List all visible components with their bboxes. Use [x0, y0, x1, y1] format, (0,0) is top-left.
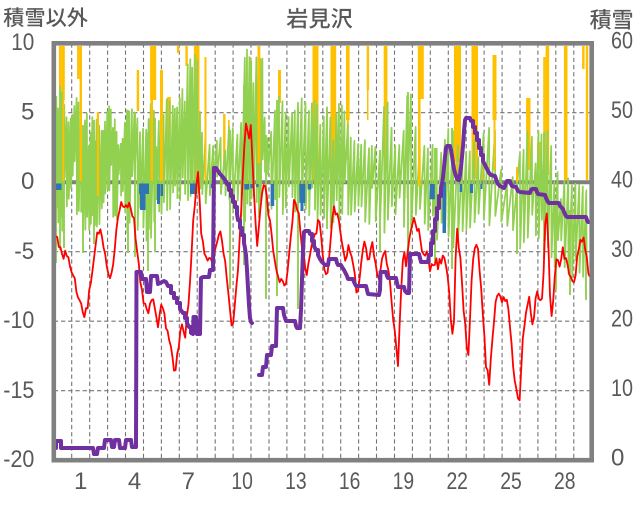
svg-text:1: 1: [74, 468, 87, 495]
svg-text:5: 5: [21, 99, 34, 126]
svg-text:-10: -10: [3, 307, 34, 334]
svg-text:60: 60: [611, 28, 633, 55]
svg-text:50: 50: [611, 97, 633, 124]
svg-text:4: 4: [128, 468, 141, 495]
svg-text:19: 19: [393, 468, 415, 495]
svg-text:0: 0: [21, 168, 34, 195]
svg-text:20: 20: [611, 306, 633, 333]
svg-text:0: 0: [611, 445, 624, 472]
svg-text:28: 28: [554, 468, 576, 495]
svg-text:13: 13: [285, 468, 307, 495]
svg-text:16: 16: [339, 468, 361, 495]
svg-text:10: 10: [11, 29, 34, 56]
svg-text:22: 22: [446, 468, 468, 495]
svg-text:-5: -5: [14, 238, 34, 265]
svg-text:30: 30: [611, 236, 633, 263]
svg-text:40: 40: [611, 167, 633, 194]
svg-text:-20: -20: [3, 446, 34, 473]
svg-text:7: 7: [182, 468, 195, 495]
svg-text:25: 25: [500, 468, 522, 495]
svg-text:-15: -15: [3, 377, 34, 404]
svg-text:10: 10: [611, 375, 633, 402]
svg-text:10: 10: [231, 468, 253, 495]
